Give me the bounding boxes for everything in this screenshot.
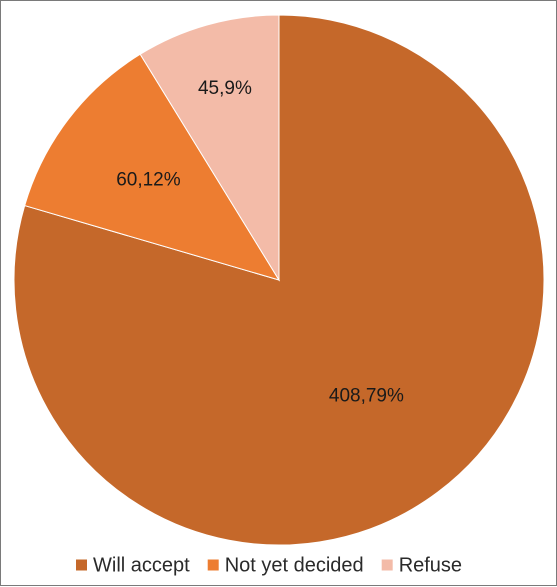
- pie-slices: [13, 14, 545, 546]
- legend-label-refuse: Refuse: [399, 554, 462, 576]
- legend-label-will-accept: Will accept: [93, 554, 190, 576]
- legend-swatch-refuse: [381, 559, 393, 571]
- data-label-refuse: 45,9%: [198, 78, 252, 99]
- slice-labels: 408,79% 60,12% 45,9%: [116, 78, 404, 407]
- legend-swatch-will-accept: [76, 559, 87, 571]
- legend-label-not-yet-decided: Not yet decided: [225, 554, 364, 576]
- data-label-will-accept: 408,79%: [329, 386, 404, 407]
- data-label-not-yet-decided: 60,12%: [116, 169, 181, 190]
- legend: Will accept Not yet decided Refuse: [76, 554, 462, 576]
- pie-slice-not-yet-decided: [24, 53, 281, 281]
- legend-swatch-not-yet-decided: [207, 559, 219, 571]
- pie-slice-refuse: [139, 14, 280, 282]
